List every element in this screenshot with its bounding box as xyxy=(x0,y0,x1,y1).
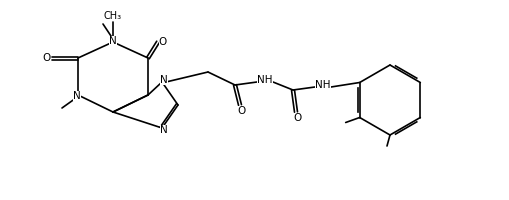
Text: O: O xyxy=(43,53,51,63)
Text: NH: NH xyxy=(257,75,272,85)
Text: NH: NH xyxy=(315,80,330,90)
Text: O: O xyxy=(237,106,246,116)
Text: O: O xyxy=(293,113,301,123)
Text: N: N xyxy=(109,36,117,46)
Text: CH₃: CH₃ xyxy=(104,11,122,21)
Text: N: N xyxy=(73,91,81,101)
Text: O: O xyxy=(159,37,167,47)
Text: N: N xyxy=(160,125,167,135)
Text: N: N xyxy=(160,75,167,85)
